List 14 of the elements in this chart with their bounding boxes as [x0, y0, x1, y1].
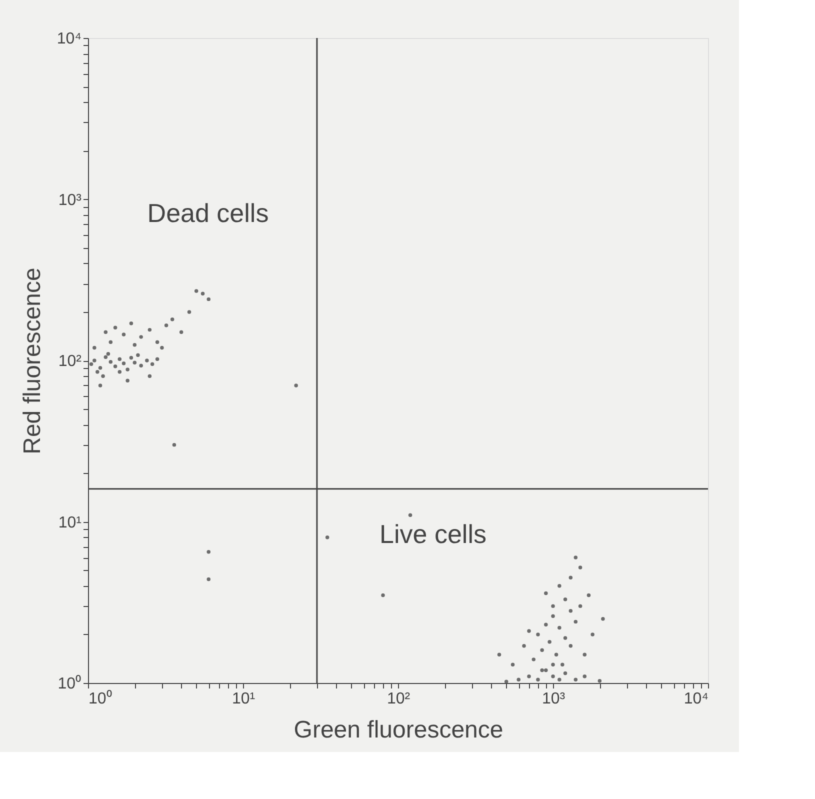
annotation: Dead cells — [147, 198, 269, 228]
y-tick-label: 10² — [58, 353, 82, 370]
y-tick-label: 10¹ — [58, 514, 82, 532]
y-axis-title: Red fluorescence — [18, 268, 46, 454]
annotation: Live cells — [380, 519, 486, 549]
x-tick-label: 10³ — [542, 690, 566, 708]
x-tick-label: 10² — [386, 690, 411, 708]
x-tick-label: 10⁰ — [88, 690, 112, 708]
y-tick-label: 10³ — [58, 192, 82, 209]
y-tick-label: 10⁰ — [58, 674, 82, 692]
x-tick-label: 10⁴ — [684, 690, 709, 708]
y-tick-label: 10⁴ — [56, 30, 82, 48]
x-tick-label: 10¹ — [232, 690, 256, 708]
x-axis-title: Green fluorescence — [294, 716, 504, 744]
